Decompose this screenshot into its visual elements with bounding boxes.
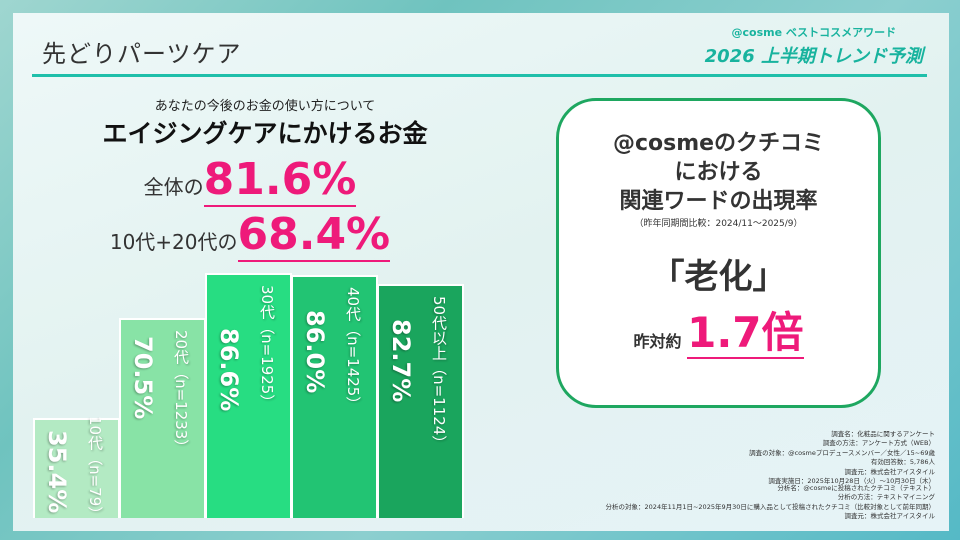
youth-stat: 10代+20代の68.4% bbox=[0, 209, 500, 262]
ratio-value: 1.7倍 bbox=[687, 308, 804, 359]
callout-heading-line: における bbox=[674, 160, 763, 185]
bar-value-label: 86.6% bbox=[215, 327, 243, 412]
bar-category-label: 30代（n=1925） bbox=[258, 284, 276, 410]
callout-box: @cosmeのクチコミ における 関連ワードの出現率 （昨年同期間比較：2024… bbox=[556, 98, 881, 408]
footnote-line: 分析の方法：テキストマイニング bbox=[837, 493, 935, 502]
brand-block: @cosme ベストコスメアワード 2026 上半期トレンド予測 bbox=[705, 24, 923, 68]
callout-note: （昨年同期間比較：2024/11～2025/9） bbox=[634, 219, 803, 229]
bar bbox=[377, 283, 464, 518]
callout-heading-line: @cosmeのクチコミ bbox=[612, 131, 825, 156]
bar-category-label: 20代（n=1233） bbox=[172, 330, 190, 455]
survey-headline: エイジングケアにかけるお金 bbox=[102, 119, 428, 148]
title-divider bbox=[32, 74, 927, 77]
brand-line: @cosme ベストコスメアワード bbox=[731, 26, 897, 39]
footnote-line: 調査の対象：@cosmeプロデュースメンバー／女性／15~69歳 bbox=[749, 448, 935, 457]
bar-value-label: 86.0% bbox=[301, 309, 329, 393]
overall-label: 全体の bbox=[143, 175, 204, 199]
bar-value-label: 82.7% bbox=[387, 318, 415, 403]
youth-value: 68.4% bbox=[237, 209, 391, 262]
callout-ratio: 昨対約 1.7倍 bbox=[559, 308, 878, 359]
page-title: 先どりパーツケア bbox=[42, 40, 242, 68]
footnote-line: 調査元：株式会社アイスタイル bbox=[844, 467, 935, 476]
footnote-line: 有効回答数：5,786人 bbox=[870, 458, 935, 467]
bar-category-label: 50代以上（n=1124） bbox=[430, 295, 448, 451]
bar bbox=[119, 318, 206, 518]
overall-value: 81.6% bbox=[203, 154, 357, 207]
bar bbox=[291, 274, 378, 518]
callout-heading-line: 関連ワードの出現率 bbox=[619, 189, 818, 214]
footnote-line: 分析名：@cosmeに投稿されたクチコミ（テキスト） bbox=[777, 484, 935, 492]
footnote-line: 調査名：化粧品に関するアンケート bbox=[831, 430, 935, 438]
footnote-line: 調査実施日：2025年10月28日（火）～10月30日（木） bbox=[768, 477, 935, 486]
callout-word: 「老化」 bbox=[650, 257, 787, 297]
footnote-line: 調査の方法：アンケート方式（WEB） bbox=[822, 439, 935, 448]
survey-question: あなたの今後のお金の使い方について bbox=[154, 99, 376, 114]
brand-title: 2026 上半期トレンド予測 bbox=[704, 46, 923, 67]
bar-category-label: 40代（n=1425） bbox=[344, 286, 362, 411]
analysis-footnotes: 分析名：@cosmeに投稿されたクチコミ（テキスト） 分析の方法：テキストマイニ… bbox=[606, 484, 935, 522]
bar-value-label: 70.5% bbox=[129, 336, 157, 420]
bar-category-label: 10代（n=79） bbox=[86, 415, 104, 522]
survey-footnotes: 調査名：化粧品に関するアンケート 調査の方法：アンケート方式（WEB） 調査の対… bbox=[749, 430, 935, 486]
footnote-line: 調査元：株式会社アイスタイル bbox=[844, 512, 935, 521]
bar bbox=[205, 272, 292, 518]
bar bbox=[33, 417, 120, 518]
youth-label: 10代+20代の bbox=[109, 230, 238, 254]
bar-value-label: 35.4% bbox=[43, 430, 71, 514]
footnote-line: 分析の対象：2024年11月1日~2025年9月30日に購入品として投稿されたク… bbox=[605, 502, 935, 511]
callout-heading: @cosmeのクチコミ における 関連ワードの出現率 bbox=[559, 129, 878, 216]
ratio-label: 昨対約 bbox=[633, 332, 682, 351]
overall-stat: 全体の81.6% bbox=[0, 154, 500, 207]
